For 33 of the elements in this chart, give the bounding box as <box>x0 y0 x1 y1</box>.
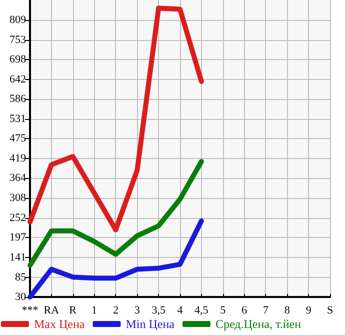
y-tick-label: 586 <box>10 93 26 106</box>
y-tick-label: 252 <box>10 212 26 224</box>
y-tick-label: 475 <box>10 132 26 145</box>
y-tick-label: 419 <box>10 152 26 165</box>
legend-label: Min Цена <box>126 317 176 331</box>
y-tick-label: 809 <box>10 14 26 26</box>
y-tick-label: 197 <box>10 232 26 244</box>
x-tick-label: 7 <box>262 304 269 316</box>
x-tick-label: 5 <box>220 304 226 316</box>
y-tick-label: 308 <box>10 192 26 204</box>
y-tick-label: 698 <box>10 53 26 66</box>
x-tick-label: 6 <box>242 304 248 316</box>
x-tick-label: 3,5 <box>152 304 166 316</box>
x-tick-label: 1 <box>92 304 98 316</box>
y-tick-label: 642 <box>10 73 26 86</box>
y-tick-label: 364 <box>10 172 26 184</box>
legend-label: Max Цена <box>34 317 86 331</box>
x-tick-label: *** <box>22 304 38 316</box>
x-tick-label: 4,5 <box>194 304 209 316</box>
x-tick-label: R <box>69 304 78 316</box>
y-tick-label: 531 <box>10 112 26 125</box>
x-tick-label: 3 <box>134 304 140 316</box>
y-tick-label: 753 <box>10 34 26 46</box>
x-tick-label: S <box>326 304 334 316</box>
y-tick-label: 141 <box>10 252 26 264</box>
x-tick-label: RA <box>44 304 60 316</box>
y-tick-label: 30 <box>15 291 26 303</box>
x-tick-label: 2 <box>112 304 118 316</box>
x-tick-label: 4 <box>177 304 184 316</box>
y-tick-label: 85 <box>15 271 26 284</box>
legend-label: Сред.Цена, т.йен <box>215 317 302 331</box>
x-tick-label: 9 <box>306 304 312 316</box>
x-tick-label: 8 <box>284 304 290 316</box>
